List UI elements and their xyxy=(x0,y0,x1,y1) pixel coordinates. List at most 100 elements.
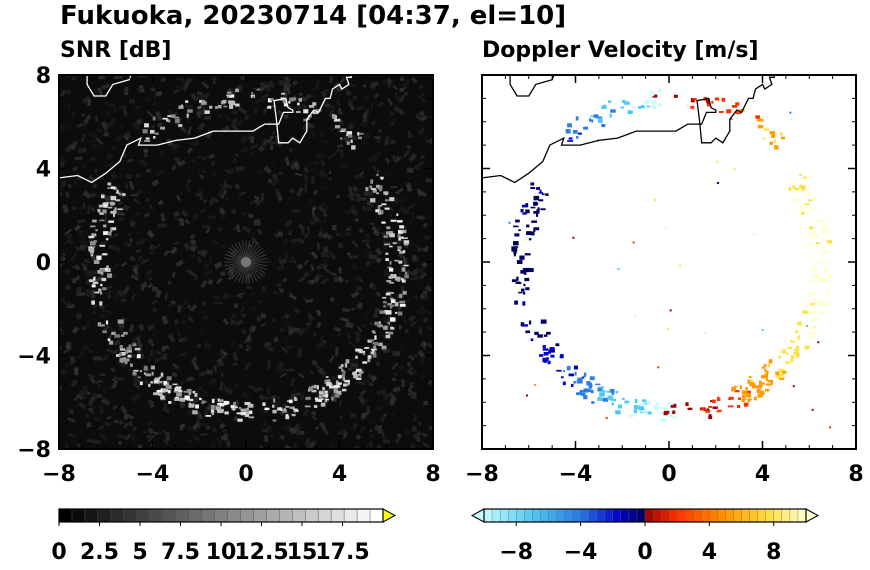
snr-echo-cell xyxy=(120,351,126,356)
snr-noise-cell xyxy=(91,303,98,310)
snr-echo-cell xyxy=(389,197,395,202)
snr-echo-cell xyxy=(325,376,329,379)
doppler-echo-cell xyxy=(761,366,766,369)
snr-noise-cell xyxy=(174,77,184,81)
doppler-echo-cell xyxy=(530,182,535,186)
snr-colorbar-tick-label: 2.5 xyxy=(80,540,119,565)
snr-echo-cell xyxy=(234,405,237,408)
snr-noise-cell xyxy=(322,246,329,254)
snr-echo-cell xyxy=(355,368,362,373)
snr-noise-cell xyxy=(163,402,168,408)
snr-noise-cell xyxy=(294,172,303,177)
snr-noise-cell xyxy=(177,305,181,313)
doppler-echo-cell xyxy=(649,94,655,97)
snr-noise-cell xyxy=(74,245,81,252)
snr-echo-cell xyxy=(283,102,288,107)
doppler-echo-cell xyxy=(756,388,761,394)
snr-noise-cell xyxy=(355,196,362,203)
snr-noise-cell xyxy=(258,394,265,401)
snr-echo-cell xyxy=(133,369,139,372)
doppler-echo-cell xyxy=(514,233,520,237)
snr-noise-cell xyxy=(224,196,230,201)
doppler-echo-cell xyxy=(607,395,613,400)
snr-echo-cell xyxy=(233,402,236,406)
snr-echo-cell xyxy=(389,233,395,238)
snr-noise-cell xyxy=(284,76,290,82)
snr-noise-cell xyxy=(90,207,96,212)
doppler-echo-cell xyxy=(808,292,813,296)
snr-noise-cell xyxy=(411,212,415,220)
doppler-echo-cell xyxy=(657,406,661,409)
doppler-echo-cell xyxy=(775,371,780,376)
doppler-echo-cell xyxy=(526,231,532,235)
snr-noise-cell xyxy=(199,173,205,180)
snr-echo-cell xyxy=(384,325,388,330)
doppler-echo-cell xyxy=(516,260,523,265)
doppler-echo-cell xyxy=(572,129,578,134)
snr-noise-cell xyxy=(311,360,318,366)
snr-noise-cell xyxy=(105,285,113,290)
snr-echo-cell xyxy=(204,110,210,114)
snr-noise-cell xyxy=(135,212,142,216)
snr-echo-cell xyxy=(387,266,392,269)
snr-echo-cell xyxy=(115,199,121,202)
snr-echo-cell xyxy=(230,405,235,408)
snr-noise-cell xyxy=(366,201,371,206)
snr-noise-cell xyxy=(333,326,342,333)
doppler-echo-cell xyxy=(741,395,746,399)
snr-echo-cell xyxy=(92,282,99,285)
doppler-echo-cell xyxy=(813,299,819,304)
snr-echo-cell xyxy=(312,102,317,106)
snr-noise-cell xyxy=(406,167,414,174)
snr-noise-cell xyxy=(119,125,124,129)
doppler-echo-cell xyxy=(767,379,774,383)
snr-noise-cell xyxy=(372,165,377,171)
snr-noise-cell xyxy=(275,282,282,288)
doppler-echo-cell xyxy=(543,351,549,356)
snr-echo-cell xyxy=(92,219,97,223)
snr-echo-cell xyxy=(127,354,132,358)
doppler-echo-cell xyxy=(672,410,676,414)
snr-echo-cell xyxy=(149,129,155,134)
snr-noise-cell xyxy=(426,342,433,349)
snr-noise-cell xyxy=(278,258,288,266)
snr-noise-cell xyxy=(111,379,119,389)
snr-noise-cell xyxy=(310,176,315,185)
snr-noise-cell xyxy=(258,445,264,449)
snr-noise-cell xyxy=(172,89,180,94)
snr-noise-cell xyxy=(140,353,145,360)
snr-noise-cell xyxy=(222,292,229,300)
snr-noise-cell xyxy=(382,438,391,445)
snr-echo-cell xyxy=(340,137,343,140)
doppler-echo-cell xyxy=(519,255,525,260)
x-tick-label: −8 xyxy=(465,462,499,487)
snr-noise-cell xyxy=(216,226,224,233)
snr-echo-cell xyxy=(236,412,242,415)
doppler-echo-cell xyxy=(794,330,799,333)
doppler-colorbar-tick-label: 8 xyxy=(766,540,781,565)
doppler-echo-cell xyxy=(555,343,560,347)
x-tick-label: 8 xyxy=(425,462,440,487)
snr-noise-cell xyxy=(209,200,214,206)
snr-noise-cell xyxy=(153,101,157,106)
figure-title: Fukuoka, 20230714 [04:37, el=10] xyxy=(60,1,566,31)
snr-noise-cell xyxy=(172,210,181,218)
snr-echo-cell xyxy=(376,173,379,177)
doppler-colorbar-segment xyxy=(685,508,695,523)
snr-noise-cell xyxy=(103,164,111,168)
doppler-echo-cell xyxy=(773,139,776,144)
snr-noise-cell xyxy=(410,367,418,376)
snr-colorbar-tick-label: 10 xyxy=(206,540,237,565)
snr-noise-cell xyxy=(328,109,334,118)
snr-noise-cell xyxy=(108,117,116,128)
doppler-echo-cell xyxy=(706,408,709,411)
snr-noise-cell xyxy=(191,253,196,258)
snr-echo-cell xyxy=(359,132,364,135)
snr-noise-cell xyxy=(198,371,207,377)
snr-echo-cell xyxy=(344,379,351,383)
doppler-echo-cell xyxy=(579,389,585,393)
snr-noise-cell xyxy=(417,127,426,136)
snr-noise-cell xyxy=(228,314,232,321)
snr-echo-cell xyxy=(107,273,112,278)
doppler-echo-cell xyxy=(803,178,807,180)
